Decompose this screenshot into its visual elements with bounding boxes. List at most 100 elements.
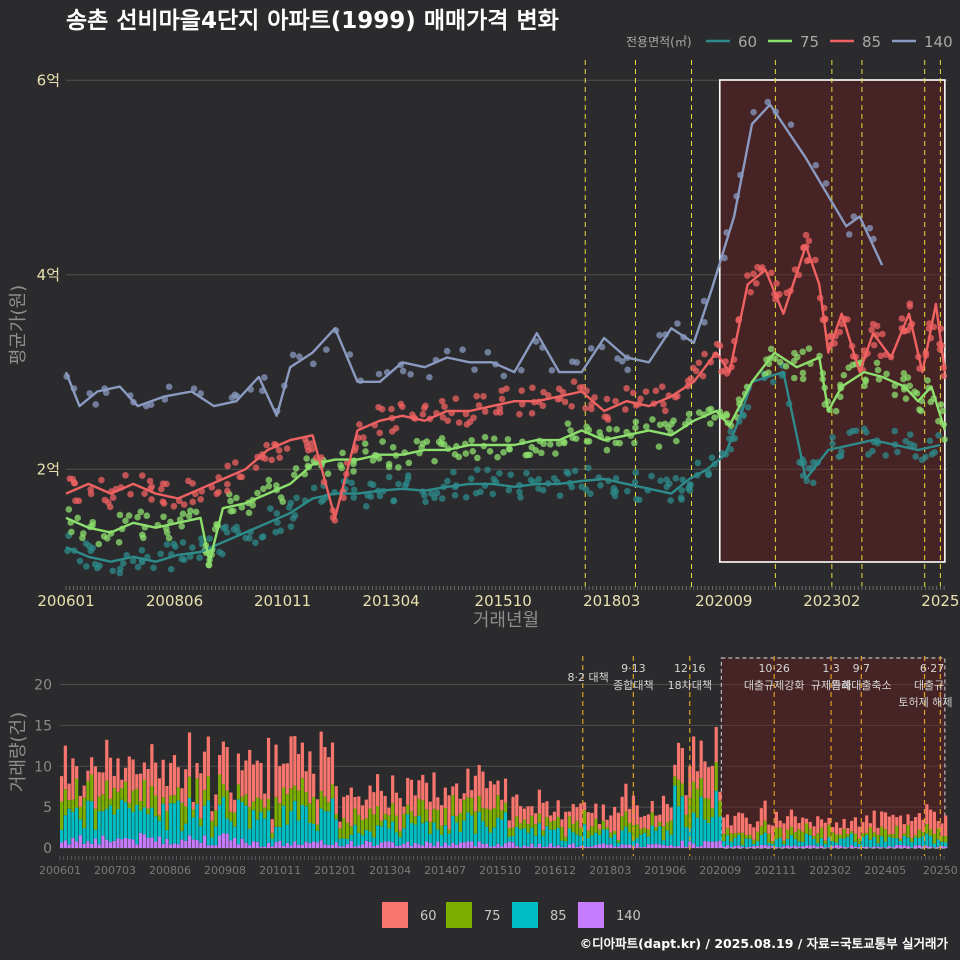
volume-bar-60 [534,813,538,825]
volume-bar-140 [214,845,218,848]
volume-bar-75 [804,823,809,834]
volume-bar-140 [199,842,203,848]
volume-bar-85 [297,820,301,845]
data-point-60 [119,560,127,567]
policy-annotation: 대출규제강화 [744,679,805,692]
volume-bar-75 [345,822,350,839]
volume-bar-85 [131,811,135,840]
volume-bar-140 [233,837,237,848]
volume-bar-75 [455,815,459,823]
data-point-85 [438,397,446,405]
volume-bar-60 [500,799,504,811]
volume-bar-85 [451,815,455,843]
data-point-60 [635,496,643,504]
volume-bar-140 [898,845,903,848]
volume-bar-140 [112,840,116,848]
volume-bar-75 [834,834,839,843]
volume-bar-140 [297,844,301,848]
volume-bar-75 [157,815,162,821]
volume-bar-85 [439,834,444,847]
volume-bar-75 [759,826,763,836]
data-point-75 [265,482,273,490]
volume-bar-60 [304,771,308,793]
data-point-85 [802,231,810,239]
volume-bar-140 [729,847,733,848]
data-point-75 [583,423,590,431]
data-point-140 [674,320,681,327]
volume-bar-85 [906,837,910,846]
volume-bar-75 [722,833,726,842]
volume-bar-60 [240,770,244,797]
volume-bar-85 [763,832,767,845]
volume-bar-85 [251,810,256,842]
data-point-75 [924,377,931,384]
volume-bar-140 [248,845,252,848]
volume-bar-75 [315,824,320,831]
volume-bar-140 [154,841,158,848]
volume-bar-85 [688,828,692,842]
volume-bar-60 [624,783,628,812]
data-point-85 [568,402,575,410]
data-point-75 [205,561,213,569]
volume-bar-75 [552,820,557,830]
volume-bar-85 [376,825,380,845]
volume-bar-60 [372,792,376,815]
volume-bar-75 [537,813,541,824]
volume-bar-75 [789,827,794,836]
volume-bar-60 [737,812,741,833]
volume-bar-140 [767,845,771,848]
data-point-75 [605,425,613,433]
data-point-75 [361,440,369,447]
policy-annotation: 9·13 [621,662,646,675]
volume-bar-140 [816,846,820,848]
volume-bar-140 [481,843,485,848]
volume-bar-75 [259,799,263,813]
volume-bar-60 [759,808,763,827]
data-point-60 [931,449,939,456]
data-point-75 [685,410,693,418]
data-point-60 [431,494,438,502]
volume-bar-85 [661,840,666,846]
volume-bar-140 [571,843,575,848]
volume-bar-85 [541,835,545,847]
volume-bar-60 [202,751,207,791]
volume-bar-60 [451,786,455,796]
volume-bar-140 [259,846,263,848]
volume-bar-60 [515,794,519,817]
volume-x-tick-label: 200806 [149,864,191,877]
data-point-85 [604,416,612,423]
volume-bar-140 [624,844,628,848]
volume-bar-60 [725,814,730,829]
volume-bar-60 [868,823,873,828]
volume-bar-140 [515,845,519,848]
data-point-60 [267,505,274,512]
volume-bar-85 [214,826,218,846]
volume-bar-140 [819,845,824,848]
volume-bar-85 [364,829,368,841]
volume-panel: 8·2 대책 9·13 종합대책 12·16 18차대책 10·26 대출규제강화 1·3 규제… [34,656,958,877]
volume-bar-140 [763,844,767,848]
volume-bar-60 [658,814,662,822]
volume-bar-140 [101,835,105,848]
volume-bar-60 [492,784,496,808]
volume-bar-140 [786,845,790,848]
volume-bar-75 [406,804,410,815]
volume-bar-85 [782,843,786,847]
data-point-85 [444,417,452,424]
volume-bar-75 [120,788,124,800]
volume-bar-60 [774,811,778,828]
volume-bar-140 [78,835,83,848]
policy-annotation: 9·7 [853,662,871,675]
policy-annotation: 12·16 [674,662,706,675]
volume-bar-60 [936,821,940,829]
volume-bar-140 [417,844,421,848]
data-point-60 [472,489,480,497]
data-point-60 [230,526,238,533]
data-point-60 [390,497,398,504]
data-point-75 [474,454,481,462]
data-point-140 [812,162,820,169]
data-point-75 [143,512,151,520]
volume-bar-75 [579,827,583,837]
volume-bar-60 [913,817,918,836]
volume-bar-75 [609,832,613,838]
